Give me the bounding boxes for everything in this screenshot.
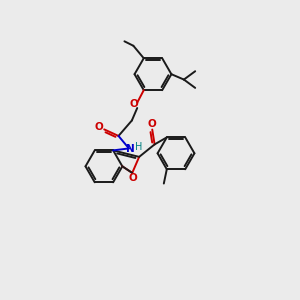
- Text: O: O: [147, 119, 156, 129]
- Text: O: O: [95, 122, 103, 132]
- Text: O: O: [129, 99, 138, 109]
- Text: N: N: [126, 144, 134, 154]
- Text: O: O: [128, 173, 137, 183]
- Text: H: H: [135, 142, 142, 152]
